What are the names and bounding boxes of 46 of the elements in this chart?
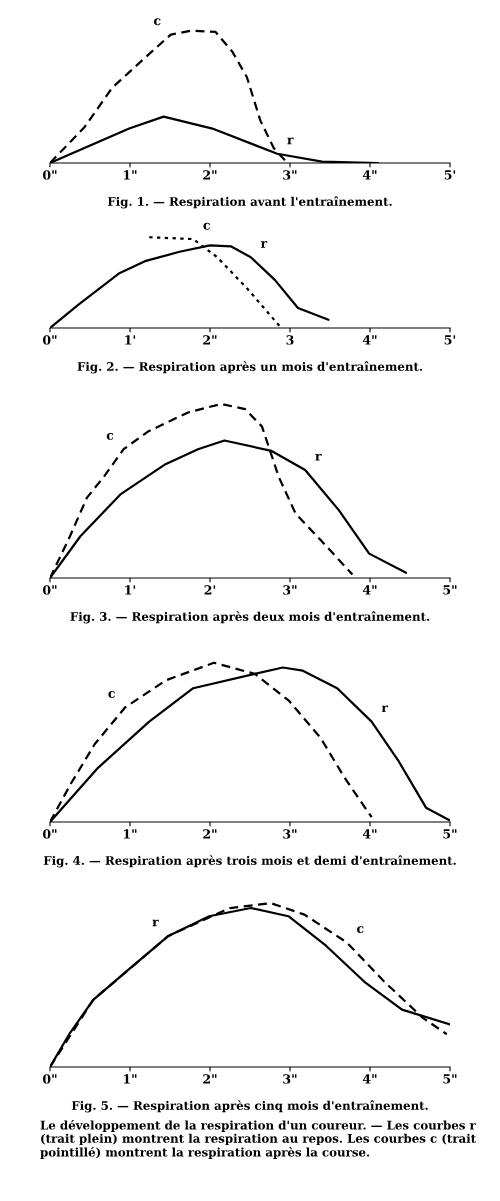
text: Fig. 3. — Respiration après deux mois d'entraînement.: [70, 611, 430, 624]
x-tick-label: 2": [203, 170, 217, 180]
x-tick-label: 1": [123, 170, 137, 180]
x-tick-label: 2": [203, 829, 217, 839]
x-tick-label: 1": [123, 829, 137, 839]
x-tick-label: 5': [444, 170, 456, 180]
x-tick-label: 0": [42, 1074, 57, 1084]
series-label: r: [260, 241, 268, 248]
x-tick-label: 0": [42, 335, 57, 345]
x-tick-label: 0": [42, 170, 57, 180]
x-tick-label: 1": [123, 1074, 137, 1084]
series-label: c: [357, 926, 364, 934]
x-tick-label: 4": [362, 829, 377, 839]
x-tick-label: 4": [362, 1074, 377, 1084]
text: Fig. 1. — Respiration avant l'entraînement.: [107, 196, 392, 209]
series-label: r: [287, 137, 294, 145]
x-tick-label: 3: [286, 335, 294, 345]
x-tick-label: 4": [362, 585, 377, 595]
x-tick-label: 2": [203, 1074, 217, 1084]
text: Fig. 2. — Respiration après un mois d'entraînement.: [77, 361, 423, 374]
x-tick-label: 5": [443, 1074, 457, 1084]
x-tick-label: 1': [125, 335, 136, 345]
series-label: c: [106, 432, 114, 440]
series-label: c: [108, 691, 115, 698]
series-label: c: [203, 222, 210, 230]
x-tick-label: 3": [283, 829, 297, 839]
x-tick-label: 3": [283, 585, 297, 595]
x-tick-label: 5": [443, 585, 457, 595]
series-label: r: [381, 705, 389, 713]
series-label: r: [315, 453, 322, 461]
x-tick-label: 5": [443, 829, 457, 839]
series-label: c: [153, 18, 161, 26]
x-tick-label: 3": [283, 170, 297, 180]
text: Le développement de la respiration d'un coureur. — Les courbes r (trait plein) montrent la respiration au repos. Les courbes c (trait pointillé) montrent la respiration après la course.: [40, 1120, 477, 1159]
x-tick-label: 4": [362, 335, 377, 345]
x-tick-label: 2": [203, 335, 217, 345]
text: Fig. 5. — Respiration après cinq mois d'entraînement.: [71, 1100, 428, 1113]
series-label: r: [152, 919, 159, 927]
text: Fig. 4. — Respiration après trois mois et demi d'entraînement.: [43, 855, 456, 868]
x-tick-label: 3": [283, 1074, 297, 1084]
x-tick-label: 0": [42, 585, 57, 595]
x-tick-label: 2': [204, 585, 216, 595]
x-tick-label: 4": [362, 170, 377, 180]
x-tick-label: 0": [42, 829, 57, 839]
x-tick-label: 5': [444, 335, 456, 345]
x-tick-label: 1': [125, 585, 136, 595]
